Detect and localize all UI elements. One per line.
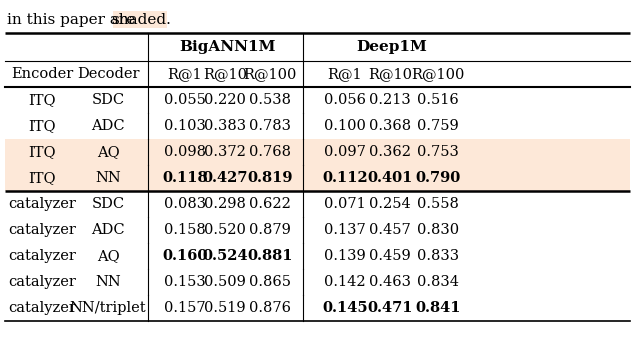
Text: ADC: ADC bbox=[91, 223, 125, 237]
Text: 0.254: 0.254 bbox=[369, 197, 411, 211]
Text: 0.865: 0.865 bbox=[249, 275, 291, 289]
Text: 0.137: 0.137 bbox=[324, 223, 366, 237]
Text: 0.524: 0.524 bbox=[202, 249, 248, 263]
Text: AQ: AQ bbox=[97, 145, 120, 159]
Text: 0.083: 0.083 bbox=[164, 197, 206, 211]
Text: catalyzer: catalyzer bbox=[8, 275, 76, 289]
Text: 0.879: 0.879 bbox=[249, 223, 291, 237]
Text: shaded.: shaded. bbox=[111, 13, 171, 27]
Text: ITQ: ITQ bbox=[28, 119, 56, 133]
Text: ITQ: ITQ bbox=[28, 171, 56, 185]
Text: catalyzer: catalyzer bbox=[8, 223, 76, 237]
Text: 0.841: 0.841 bbox=[415, 301, 461, 315]
Text: 0.055: 0.055 bbox=[164, 93, 206, 107]
Text: 0.790: 0.790 bbox=[415, 171, 461, 185]
Text: 0.368: 0.368 bbox=[369, 119, 411, 133]
Text: 0.833: 0.833 bbox=[417, 249, 459, 263]
Text: R@10: R@10 bbox=[203, 67, 247, 81]
Text: 0.056: 0.056 bbox=[324, 93, 366, 107]
Text: ADC: ADC bbox=[91, 119, 125, 133]
Text: 0.372: 0.372 bbox=[204, 145, 246, 159]
Text: 0.142: 0.142 bbox=[324, 275, 366, 289]
Text: R@10: R@10 bbox=[368, 67, 412, 81]
Text: 0.753: 0.753 bbox=[417, 145, 459, 159]
Text: in this paper are: in this paper are bbox=[7, 13, 140, 27]
Text: 0.459: 0.459 bbox=[369, 249, 411, 263]
Text: 0.118: 0.118 bbox=[162, 171, 208, 185]
Text: 0.427: 0.427 bbox=[202, 171, 248, 185]
Text: 0.112: 0.112 bbox=[322, 171, 368, 185]
Text: 0.783: 0.783 bbox=[249, 119, 291, 133]
Text: SDC: SDC bbox=[92, 93, 125, 107]
Text: 0.819: 0.819 bbox=[247, 171, 292, 185]
Text: 0.145: 0.145 bbox=[322, 301, 368, 315]
Text: 0.830: 0.830 bbox=[417, 223, 459, 237]
Text: 0.401: 0.401 bbox=[367, 171, 413, 185]
Text: ITQ: ITQ bbox=[28, 145, 56, 159]
Text: 0.213: 0.213 bbox=[369, 93, 411, 107]
Text: R@100: R@100 bbox=[243, 67, 297, 81]
Text: 0.622: 0.622 bbox=[249, 197, 291, 211]
Text: catalyzer: catalyzer bbox=[8, 197, 76, 211]
Text: 0.362: 0.362 bbox=[369, 145, 411, 159]
Text: AQ: AQ bbox=[97, 249, 120, 263]
Text: 0.558: 0.558 bbox=[417, 197, 459, 211]
Text: 0.509: 0.509 bbox=[204, 275, 246, 289]
Text: 0.881: 0.881 bbox=[247, 249, 292, 263]
Text: 0.457: 0.457 bbox=[369, 223, 411, 237]
Text: 0.519: 0.519 bbox=[204, 301, 246, 315]
Text: Deep1M: Deep1M bbox=[356, 40, 427, 54]
Text: 0.298: 0.298 bbox=[204, 197, 246, 211]
Text: NN: NN bbox=[95, 171, 121, 185]
Text: 0.071: 0.071 bbox=[324, 197, 366, 211]
Text: 0.098: 0.098 bbox=[164, 145, 206, 159]
Text: 0.139: 0.139 bbox=[324, 249, 366, 263]
Text: NN/triplet: NN/triplet bbox=[70, 301, 147, 315]
Text: 0.220: 0.220 bbox=[204, 93, 246, 107]
Text: 0.471: 0.471 bbox=[367, 301, 413, 315]
Text: 0.097: 0.097 bbox=[324, 145, 366, 159]
Text: 0.158: 0.158 bbox=[164, 223, 206, 237]
Text: 0.834: 0.834 bbox=[417, 275, 459, 289]
Text: BigANN1M: BigANN1M bbox=[179, 40, 276, 54]
Text: Encoder: Encoder bbox=[11, 67, 73, 81]
Text: catalyzer: catalyzer bbox=[8, 249, 76, 263]
Text: 0.153: 0.153 bbox=[164, 275, 206, 289]
Bar bbox=[5, 165, 630, 191]
Text: 0.876: 0.876 bbox=[249, 301, 291, 315]
Text: 0.463: 0.463 bbox=[369, 275, 411, 289]
Text: ITQ: ITQ bbox=[28, 93, 56, 107]
Bar bbox=[113, 11, 167, 28]
Text: R@1: R@1 bbox=[168, 67, 202, 81]
Text: 0.160: 0.160 bbox=[163, 249, 208, 263]
Text: 0.768: 0.768 bbox=[249, 145, 291, 159]
Text: 0.520: 0.520 bbox=[204, 223, 246, 237]
Text: 0.103: 0.103 bbox=[164, 119, 206, 133]
Text: R@1: R@1 bbox=[328, 67, 362, 81]
Text: 0.516: 0.516 bbox=[417, 93, 459, 107]
Text: 0.383: 0.383 bbox=[204, 119, 246, 133]
Text: SDC: SDC bbox=[92, 197, 125, 211]
Text: Decoder: Decoder bbox=[77, 67, 140, 81]
Text: NN: NN bbox=[95, 275, 121, 289]
Text: 0.538: 0.538 bbox=[249, 93, 291, 107]
Text: 0.157: 0.157 bbox=[164, 301, 206, 315]
Text: 0.100: 0.100 bbox=[324, 119, 366, 133]
Text: 0.759: 0.759 bbox=[417, 119, 459, 133]
Bar bbox=[5, 139, 630, 165]
Text: R@100: R@100 bbox=[412, 67, 465, 81]
Text: catalyzer: catalyzer bbox=[8, 301, 76, 315]
